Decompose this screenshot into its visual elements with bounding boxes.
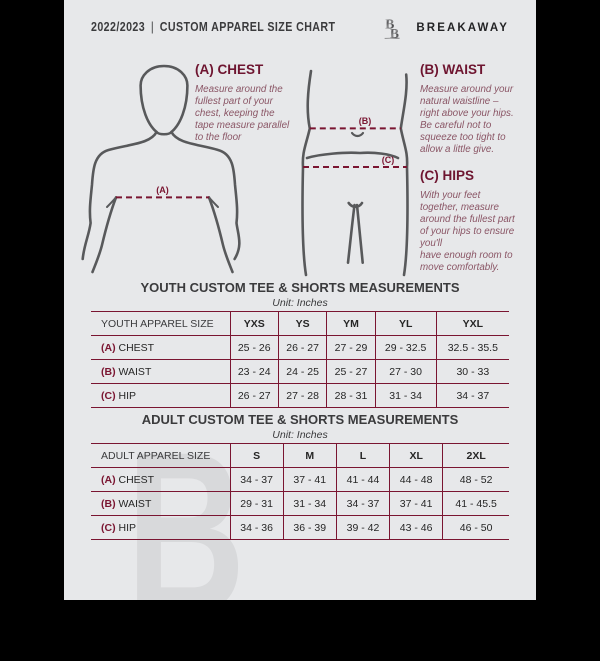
- svg-text:(A): (A): [156, 185, 169, 195]
- svg-text:(B): (B): [359, 116, 372, 126]
- svg-text:(C): (C): [382, 155, 395, 165]
